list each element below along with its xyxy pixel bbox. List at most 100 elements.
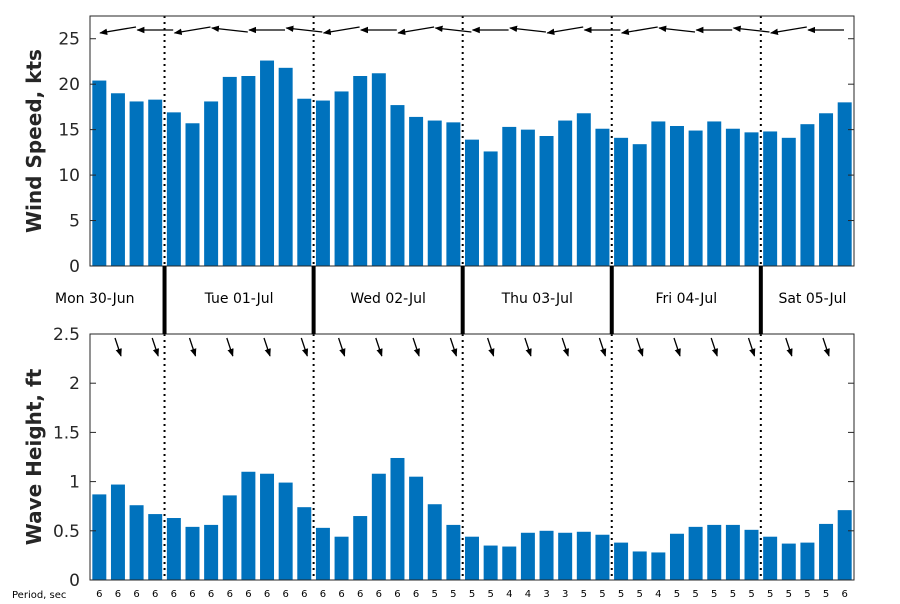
period-value-7: 6 (227, 589, 233, 600)
wind-bar-12 (315, 100, 330, 266)
wave-bar-38 (800, 542, 815, 580)
wave-bar-40 (837, 510, 852, 580)
wind-bar-36 (763, 131, 778, 266)
wave-bar-36 (763, 536, 778, 580)
wind-bar-27 (595, 128, 610, 266)
wind-ytick-label-0: 0 (69, 257, 80, 277)
period-value-12: 6 (320, 589, 326, 600)
period-value-5: 6 (189, 589, 195, 600)
wind-bar-33 (707, 121, 722, 266)
wave-bar-0 (92, 494, 107, 580)
period-value-10: 6 (282, 589, 288, 600)
wave-bar-3 (148, 514, 163, 580)
period-value-36: 5 (767, 589, 773, 600)
period-value-40: 6 (841, 589, 847, 600)
period-value-13: 6 (338, 589, 344, 600)
wave-direction-arrow-2 (188, 337, 197, 357)
period-value-20: 5 (469, 589, 475, 600)
period-value-4: 6 (171, 589, 177, 600)
period-value-35: 5 (748, 589, 754, 600)
wave-direction-arrow-16 (710, 337, 718, 357)
wave-bar-24 (539, 530, 554, 580)
wind-axes-box (89, 15, 855, 267)
period-value-1: 6 (115, 589, 121, 600)
wave-ytick-label-0: 0 (69, 571, 80, 591)
wave-direction-arrow-5 (300, 337, 309, 357)
wind-direction-arrow-8 (397, 26, 435, 35)
wind-bar-16 (390, 105, 405, 266)
period-value-34: 5 (730, 589, 736, 600)
wind-direction-arrow-12 (546, 26, 584, 35)
period-value-26: 5 (581, 589, 587, 600)
wave-bar-27 (595, 534, 610, 580)
wind-bar-31 (669, 126, 684, 266)
wave-direction-arrow-12 (561, 337, 569, 357)
wave-bar-22 (502, 546, 517, 580)
wave-direction-arrow-17 (747, 337, 756, 357)
wave-ytick-label-5: 2.5 (53, 325, 80, 345)
wave-ytick-label-4: 2 (69, 374, 80, 394)
wave-direction-arrow-13 (598, 337, 607, 357)
period-axis-label: Period, sec (12, 590, 66, 600)
wind-bar-37 (781, 137, 796, 266)
wave-bar-4 (166, 518, 181, 580)
wind-bar-15 (371, 73, 386, 267)
wave-direction-arrow-1 (151, 337, 159, 357)
wave-bar-21 (483, 545, 498, 580)
wave-bar-37 (781, 543, 796, 580)
wave-bar-23 (520, 532, 535, 580)
wave-axes-box (89, 333, 855, 581)
wind-bar-28 (614, 137, 629, 266)
period-value-28: 5 (618, 589, 624, 600)
period-value-14: 6 (357, 589, 363, 600)
wave-bar-20 (465, 536, 479, 580)
period-value-30: 4 (655, 589, 661, 600)
wave-direction-arrow-18 (785, 337, 793, 357)
wind-direction-arrow-3 (211, 25, 248, 33)
period-value-0: 6 (96, 589, 102, 600)
period-value-39: 5 (823, 589, 829, 600)
wave-direction-arrow-0 (114, 337, 122, 357)
wind-bar-34 (725, 128, 740, 266)
wind-bar-13 (334, 91, 349, 266)
wind-bar-5 (185, 123, 200, 267)
wind-direction-arrow-17 (732, 25, 770, 33)
wind-ytick-label-4: 20 (58, 75, 80, 95)
wind-bar-38 (800, 124, 815, 267)
wave-bar-13 (334, 536, 349, 580)
wind-bar-30 (651, 121, 666, 266)
period-value-9: 6 (264, 589, 270, 600)
wave-bar-28 (614, 542, 629, 580)
wave-bar-8 (241, 471, 256, 580)
period-value-15: 6 (376, 589, 382, 600)
period-value-3: 6 (152, 589, 158, 600)
wave-direction-arrow-19 (822, 337, 830, 357)
wind-bar-25 (558, 120, 573, 266)
period-value-38: 5 (804, 589, 810, 600)
wind-bar-26 (576, 113, 591, 267)
wave-bar-14 (353, 516, 368, 580)
wave-direction-arrow-10 (486, 337, 495, 357)
wind-direction-arrow-5 (285, 25, 323, 33)
period-value-21: 5 (487, 589, 493, 600)
wind-bar-24 (539, 136, 554, 266)
wind-bar-4 (166, 112, 181, 266)
wave-bar-34 (725, 524, 740, 580)
wave-direction-arrow-8 (412, 337, 420, 357)
wave-bar-31 (669, 533, 684, 580)
wind-bar-40 (837, 102, 852, 266)
period-value-33: 5 (711, 589, 717, 600)
wave-bar-18 (427, 504, 442, 580)
wave-bar-10 (278, 482, 293, 580)
wave-bar-33 (707, 524, 722, 580)
period-value-29: 5 (637, 589, 643, 600)
period-value-2: 6 (133, 589, 139, 600)
wave-bar-9 (260, 473, 275, 580)
wind-bar-3 (148, 99, 163, 266)
period-value-31: 5 (674, 589, 680, 600)
wave-ytick-label-1: 0.5 (53, 522, 80, 542)
wind-bar-21 (483, 151, 498, 266)
wind-direction-arrow-18 (770, 26, 807, 35)
